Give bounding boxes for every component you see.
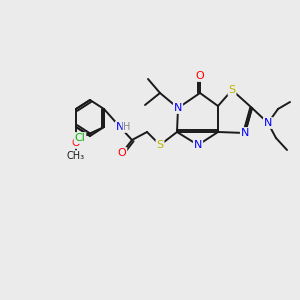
- Text: S: S: [156, 140, 164, 150]
- Text: N: N: [194, 140, 202, 150]
- Text: H: H: [123, 122, 131, 132]
- Text: O: O: [196, 71, 204, 81]
- Text: Cl: Cl: [75, 133, 86, 143]
- Text: N: N: [264, 118, 272, 128]
- Text: CH₃: CH₃: [67, 151, 85, 161]
- Text: N: N: [174, 103, 182, 113]
- Text: N: N: [241, 128, 249, 138]
- Text: N: N: [116, 122, 124, 132]
- Text: S: S: [228, 85, 236, 95]
- Text: O: O: [72, 138, 80, 148]
- Text: O: O: [118, 148, 126, 158]
